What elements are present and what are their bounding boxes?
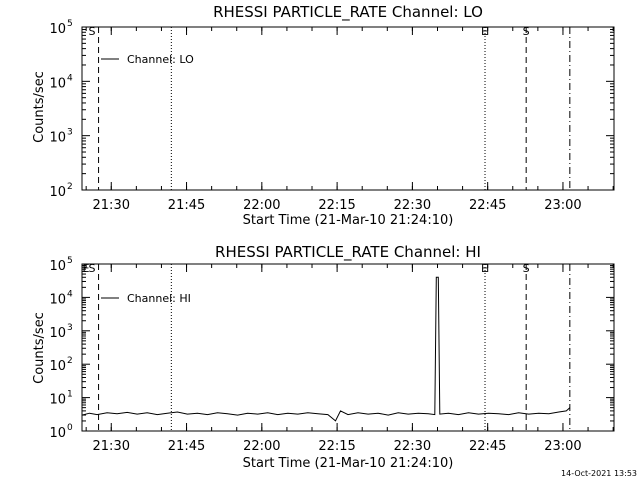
y-axis-label: Counts/sec (32, 312, 47, 384)
event-marker-label: S (89, 262, 96, 275)
y-tick-exponent: 4 (67, 289, 73, 299)
x-axis-label: Start Time (21-Mar-10 21:24:10) (243, 456, 454, 471)
x-axis-label: Start Time (21-Mar-10 21:24:10) (243, 213, 454, 228)
y-tick-label: 10 (49, 393, 66, 408)
x-tick-label: 22:15 (318, 439, 355, 454)
series-line (81, 276, 571, 422)
event-marker-label: E (481, 262, 488, 275)
hi-channel-panel: RHESSI PARTICLE_RATE Channel: HI Counts/… (32, 243, 615, 471)
y-tick-exponent: 2 (67, 356, 73, 366)
chart-title: RHESSI PARTICLE_RATE Channel: HI (215, 243, 481, 262)
y-tick-label: 10 (49, 292, 66, 307)
y-tick-exponent: 3 (67, 128, 73, 138)
y-tick-label: 10 (49, 76, 66, 91)
x-tick-label: 21:45 (168, 439, 205, 454)
x-tick-label: 21:30 (93, 439, 130, 454)
y-tick-exponent: 1 (67, 390, 73, 400)
y-tick-exponent: 2 (67, 182, 73, 192)
x-tick-label: 22:15 (318, 198, 355, 213)
y-tick-exponent: 4 (67, 73, 73, 83)
event-marker-label: S (523, 262, 530, 275)
event-marker-label: E (481, 25, 488, 38)
y-tick-label: 10 (49, 131, 66, 146)
plot-frame (81, 263, 615, 432)
x-tick-label: 23:00 (544, 439, 581, 454)
y-axis-label: Counts/sec (32, 71, 47, 143)
x-tick-label: 23:00 (544, 198, 581, 213)
x-tick-label: 21:30 (93, 198, 130, 213)
y-tick-label: 10 (49, 259, 66, 274)
x-tick-label: 22:00 (243, 198, 280, 213)
lo-channel-panel: RHESSI PARTICLE_RATE Channel: LO Counts/… (32, 3, 615, 228)
y-tick-exponent: 5 (67, 19, 73, 29)
event-marker-label: S (523, 25, 530, 38)
legend-label: Channel: LO (127, 53, 194, 66)
legend-label: Channel: HI (127, 292, 191, 305)
x-tick-label: 22:30 (394, 198, 431, 213)
x-tick-label: 21:45 (168, 198, 205, 213)
y-tick-exponent: 3 (67, 323, 73, 333)
chart-title: RHESSI PARTICLE_RATE Channel: LO (213, 3, 483, 22)
y-tick-label: 10 (49, 359, 66, 374)
x-tick-label: 22:45 (469, 198, 506, 213)
x-tick-label: 22:45 (469, 439, 506, 454)
y-tick-label: 10 (49, 185, 66, 200)
y-tick-label: 10 (49, 326, 66, 341)
timestamp: 14-Oct-2021 13:53 (561, 469, 637, 478)
plot-frame (81, 26, 615, 191)
y-tick-exponent: 0 (67, 423, 73, 433)
x-tick-label: 22:30 (394, 439, 431, 454)
event-marker-label: E (83, 262, 90, 275)
y-tick-exponent: 5 (67, 256, 73, 266)
y-tick-label: 10 (49, 426, 66, 441)
y-tick-label: 10 (49, 22, 66, 37)
x-tick-label: 22:00 (243, 439, 280, 454)
event-marker-label: S (89, 25, 96, 38)
